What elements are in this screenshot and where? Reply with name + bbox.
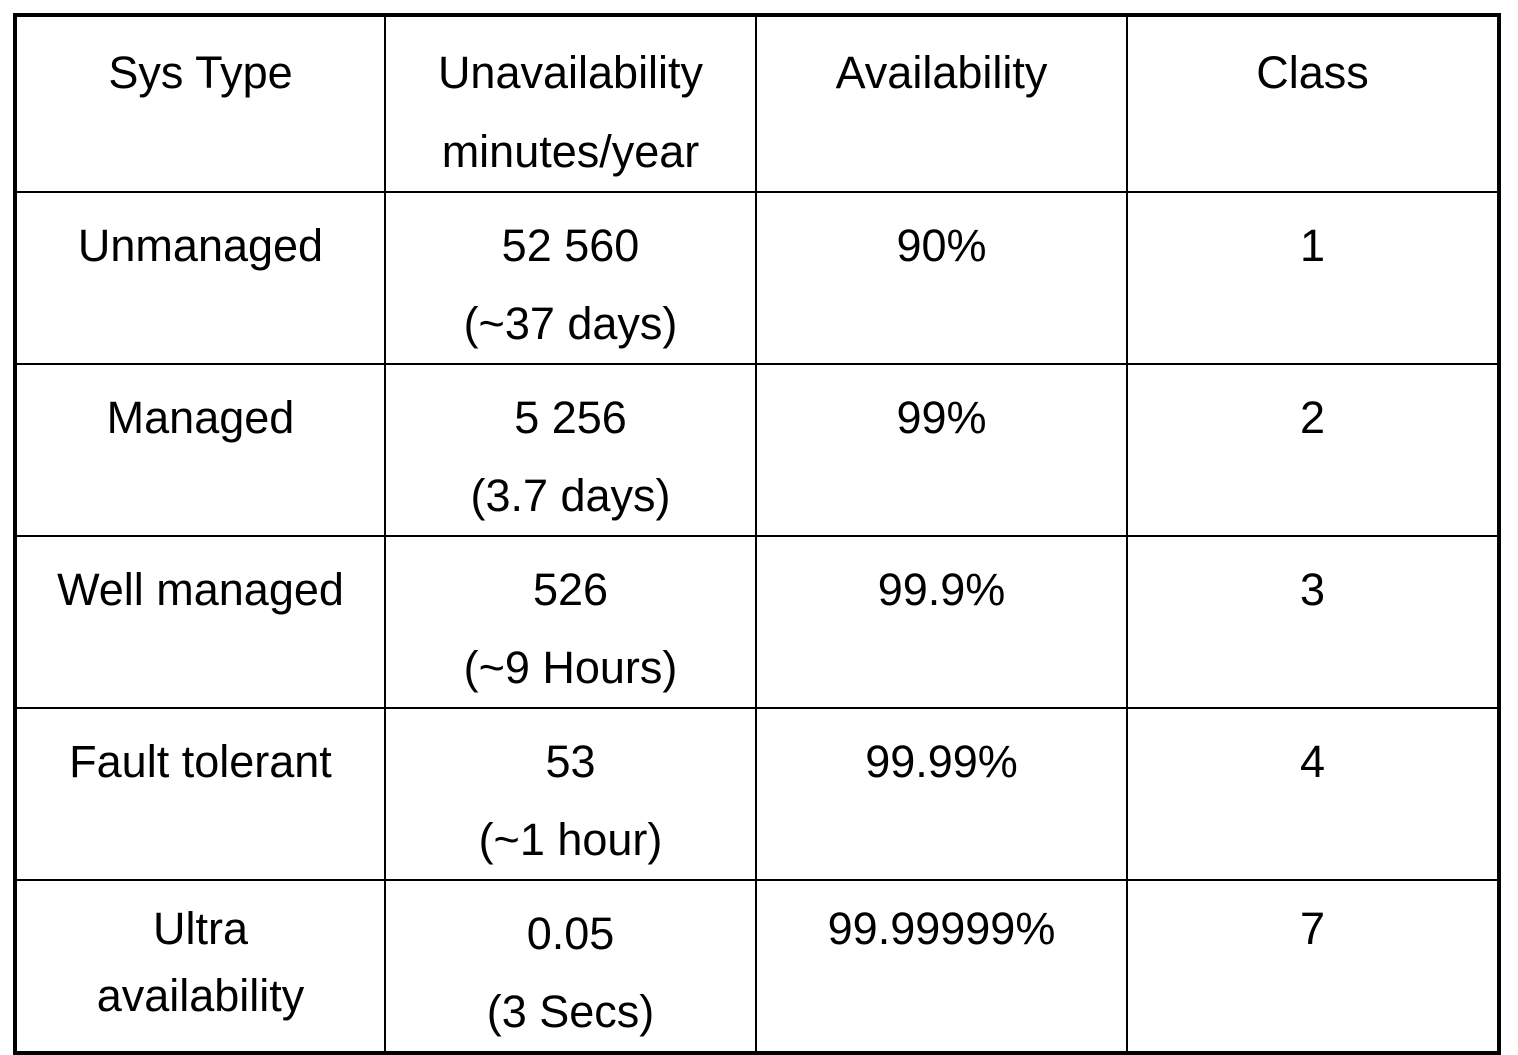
class-cell: 3	[1126, 535, 1500, 709]
sys-type-text: Well managed	[57, 564, 344, 615]
unavailability-cell: 5 256 (3.7 days)	[384, 363, 757, 537]
availability-table: Sys Type Unavailability minutes/year Ava…	[13, 13, 1501, 1055]
header-class-label: Class	[1256, 47, 1369, 98]
table-row: Fault tolerant 53 (~1 hour) 99.99% 4	[14, 707, 1500, 881]
unavailability-value: 5 256	[514, 392, 627, 443]
table-row: Ultra availability 0.05 (3 Secs) 99.9999…	[14, 879, 1500, 1054]
availability-value: 99.99999%	[827, 903, 1056, 954]
sys-type-text: Ultra	[152, 903, 248, 954]
availability-value: 90%	[896, 220, 987, 271]
sys-type-text: availability	[96, 970, 305, 1021]
unavailability-value: 53	[545, 736, 596, 787]
availability-cell: 90%	[755, 191, 1128, 365]
sys-type-text: Unmanaged	[77, 220, 324, 271]
class-value: 2	[1299, 392, 1326, 443]
unavailability-cell: 0.05 (3 Secs)	[384, 879, 757, 1054]
unavailability-note: (3.7 days)	[470, 470, 671, 521]
unavailability-note: (~9 Hours)	[463, 642, 678, 693]
unavailability-note: (3 Secs)	[486, 986, 655, 1037]
unavailability-value: 526	[532, 564, 609, 615]
table-row: Well managed 526 (~9 Hours) 99.9% 3	[14, 535, 1500, 709]
header-availability: Availability	[755, 14, 1128, 193]
unavailability-value: 52 560	[501, 220, 640, 271]
header-unavailability: Unavailability minutes/year	[384, 14, 757, 193]
header-unavailability-label: Unavailability	[437, 47, 704, 98]
class-cell: 4	[1126, 707, 1500, 881]
class-cell: 1	[1126, 191, 1500, 365]
sys-type-cell: Well managed	[14, 535, 386, 709]
class-value: 4	[1299, 736, 1326, 787]
unavailability-note: (~1 hour)	[478, 814, 663, 865]
header-row: Sys Type Unavailability minutes/year Ava…	[14, 14, 1500, 193]
unavailability-cell: 52 560 (~37 days)	[384, 191, 757, 365]
sys-type-text: Fault tolerant	[69, 736, 332, 787]
unavailability-cell: 53 (~1 hour)	[384, 707, 757, 881]
availability-value: 99%	[896, 392, 987, 443]
sys-type-text: Managed	[106, 392, 295, 443]
header-availability-label: Availability	[835, 47, 1048, 98]
availability-cell: 99.9%	[755, 535, 1128, 709]
class-value: 7	[1299, 903, 1326, 954]
header-sys-type: Sys Type	[14, 14, 386, 193]
sys-type-cell: Ultra availability	[14, 879, 386, 1054]
availability-cell: 99%	[755, 363, 1128, 537]
unavailability-cell: 526 (~9 Hours)	[384, 535, 757, 709]
class-value: 1	[1299, 220, 1326, 271]
availability-cell: 99.99999%	[755, 879, 1128, 1054]
class-cell: 2	[1126, 363, 1500, 537]
class-cell: 7	[1126, 879, 1500, 1054]
sys-type-cell: Unmanaged	[14, 191, 386, 365]
class-value: 3	[1299, 564, 1326, 615]
header-sys-type-label: Sys Type	[108, 47, 293, 98]
header-class: Class	[1126, 14, 1500, 193]
unavailability-note: (~37 days)	[463, 298, 678, 349]
availability-cell: 99.99%	[755, 707, 1128, 881]
table-row: Unmanaged 52 560 (~37 days) 90% 1	[14, 191, 1500, 365]
header-unavailability-unit: minutes/year	[441, 126, 700, 177]
sys-type-cell: Fault tolerant	[14, 707, 386, 881]
availability-value: 99.9%	[877, 564, 1006, 615]
availability-value: 99.99%	[865, 736, 1018, 787]
unavailability-value: 0.05	[526, 908, 615, 959]
sys-type-cell: Managed	[14, 363, 386, 537]
table-row: Managed 5 256 (3.7 days) 99% 2	[14, 363, 1500, 537]
